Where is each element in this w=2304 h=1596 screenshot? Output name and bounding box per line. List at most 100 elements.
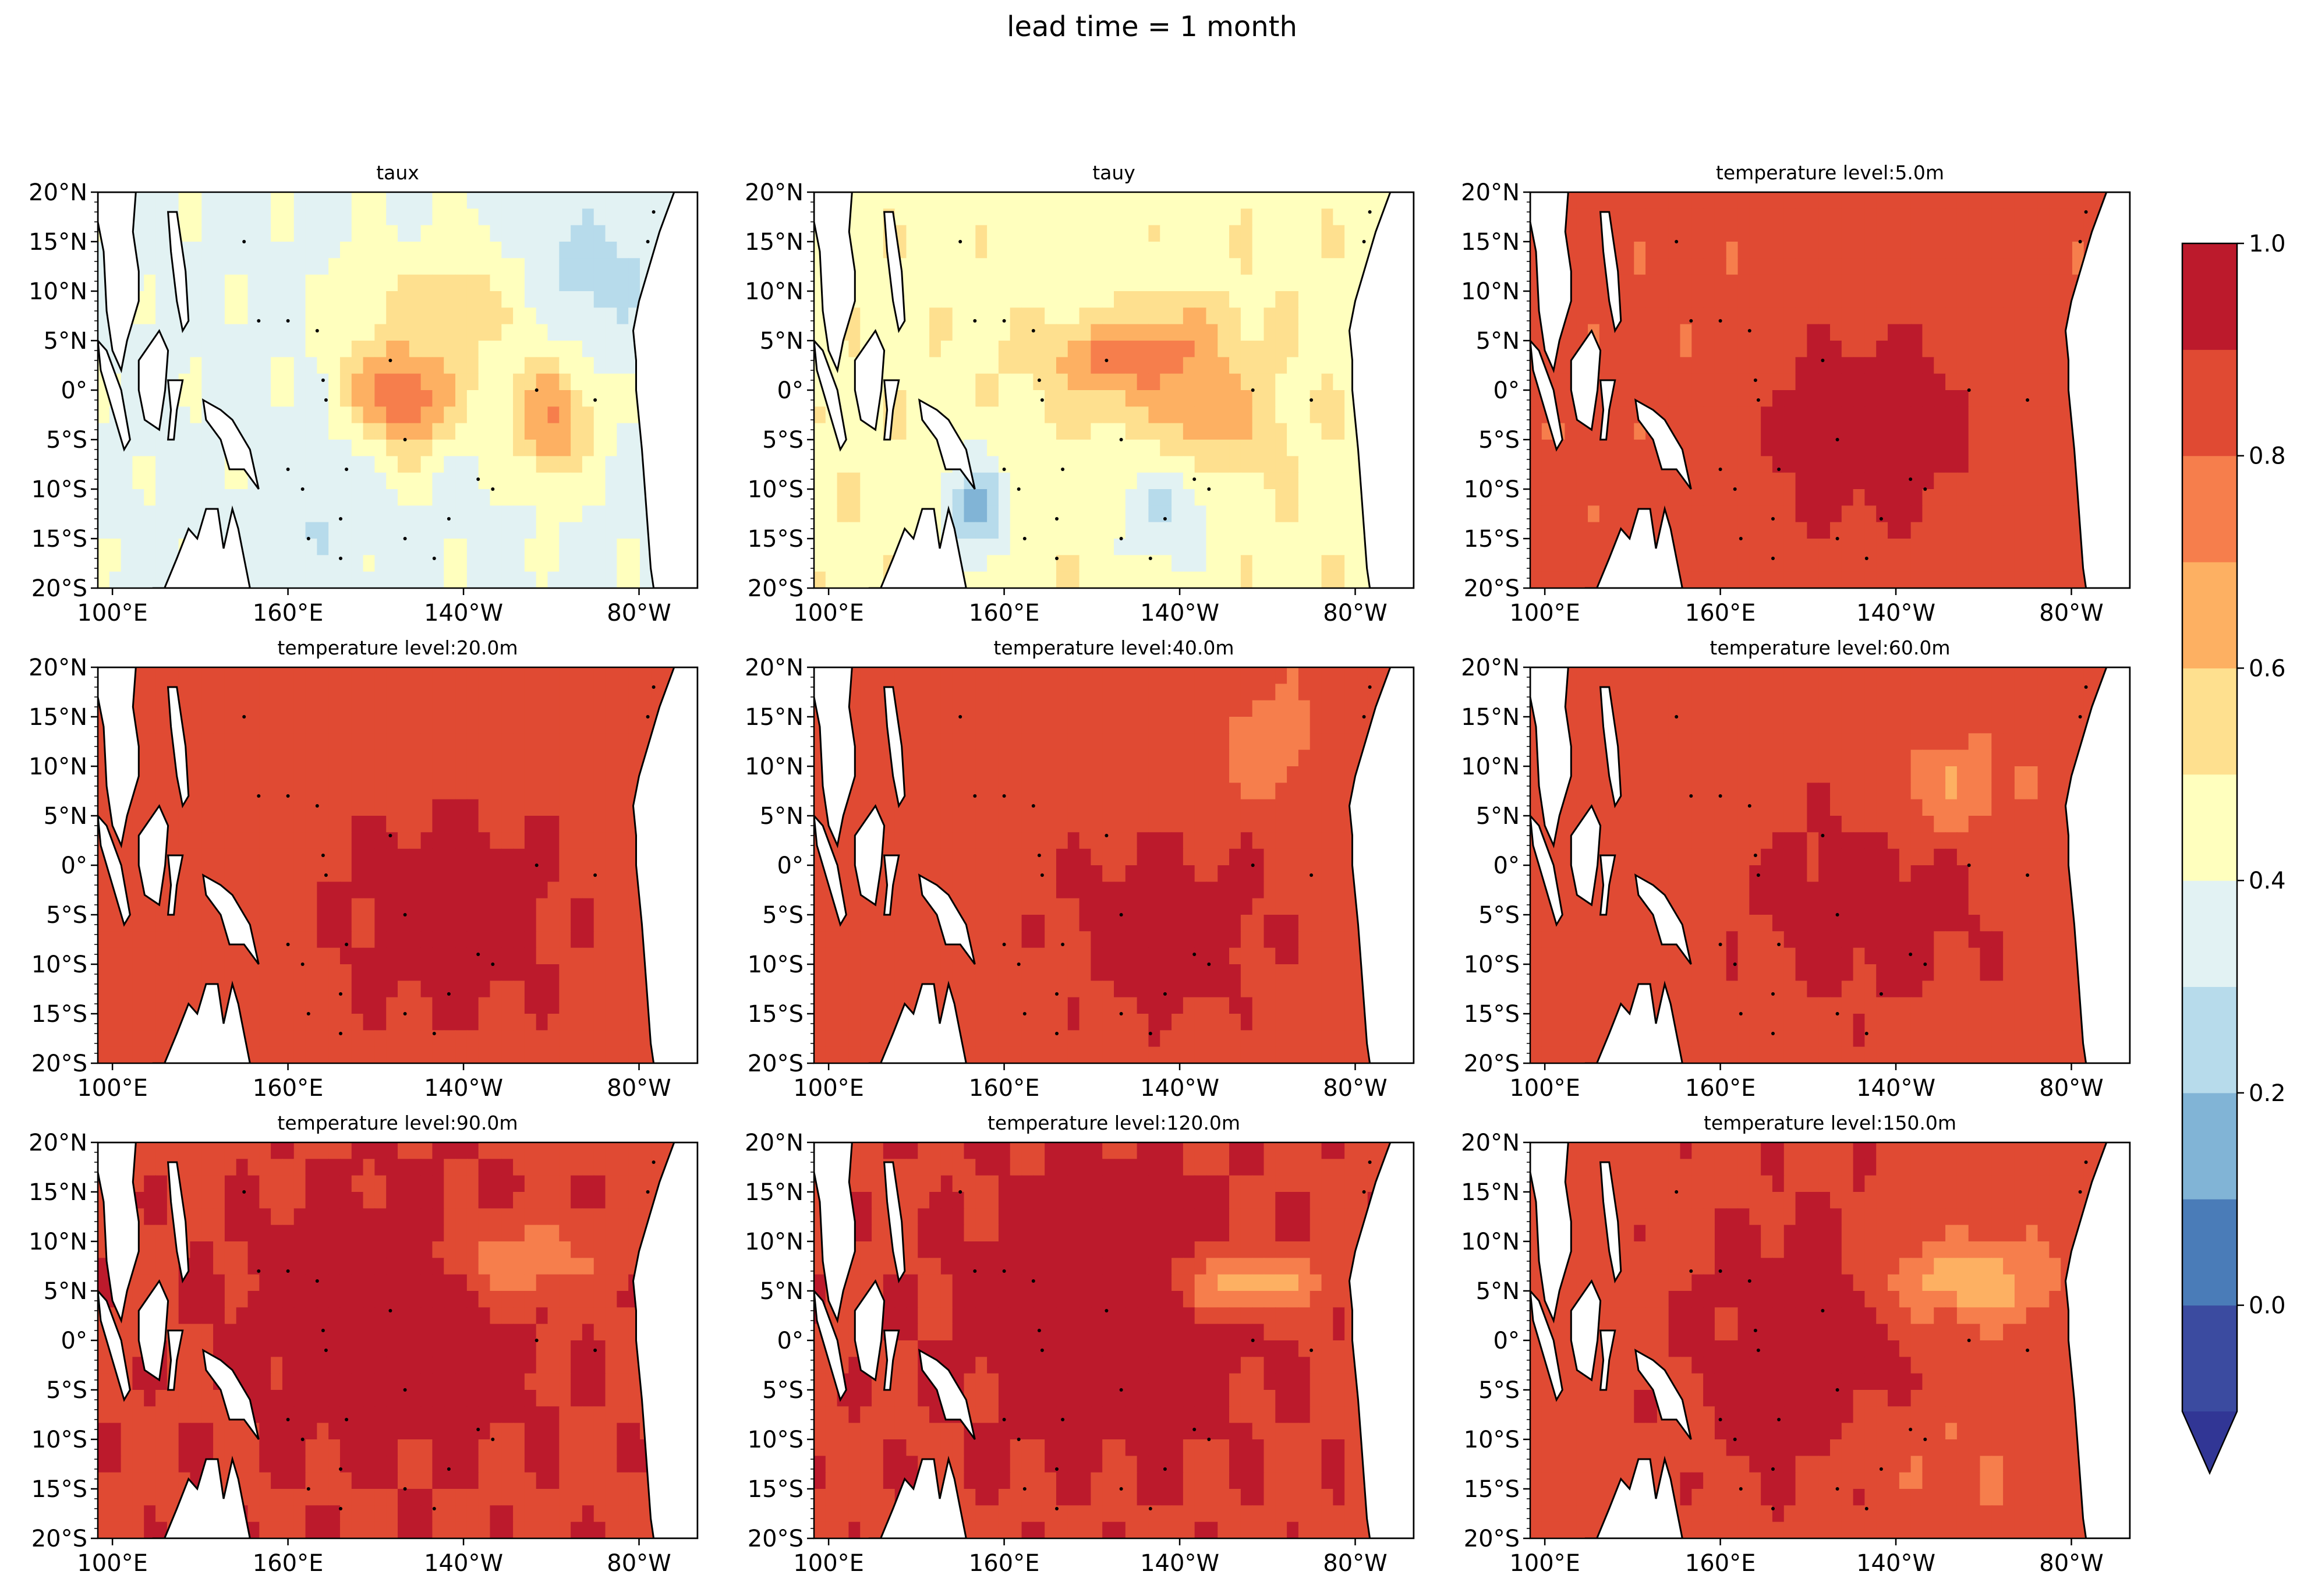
contour-cell bbox=[2014, 274, 2027, 292]
contour-cell bbox=[374, 882, 387, 899]
contour-cell bbox=[524, 766, 537, 784]
contour-cell bbox=[559, 749, 571, 767]
contour-cell bbox=[374, 456, 387, 473]
contour-cell bbox=[409, 931, 422, 949]
contour-cell bbox=[213, 783, 225, 800]
contour-cell bbox=[317, 456, 329, 473]
contour-cell bbox=[1899, 522, 1912, 539]
contour-cell bbox=[582, 882, 594, 899]
contour-cell bbox=[409, 766, 422, 784]
contour-cell bbox=[328, 749, 341, 767]
contour-cell bbox=[1079, 472, 1092, 490]
contour-cell bbox=[293, 749, 306, 767]
contour-cell bbox=[1067, 225, 1080, 242]
contour-cell bbox=[386, 522, 398, 539]
contour-cell bbox=[490, 733, 502, 751]
contour-cell bbox=[593, 341, 606, 358]
contour-cell bbox=[1807, 225, 1819, 242]
contour-cell bbox=[547, 208, 560, 226]
contour-cell bbox=[1240, 225, 1253, 242]
contour-cell bbox=[883, 307, 896, 325]
contour-cell bbox=[1033, 274, 1045, 292]
contour-cell bbox=[617, 684, 629, 701]
contour-cell bbox=[1033, 423, 1045, 440]
contour-cell bbox=[386, 274, 398, 292]
contour-cell bbox=[1737, 225, 1750, 242]
contour-cell bbox=[1541, 472, 1554, 490]
contour-cell bbox=[455, 472, 468, 490]
contour-cell bbox=[213, 357, 225, 374]
contour-cell bbox=[1102, 489, 1114, 507]
contour-cell bbox=[2026, 571, 2038, 588]
contour-cell bbox=[918, 258, 930, 275]
contour-cell bbox=[293, 357, 306, 374]
contour-cell bbox=[605, 799, 618, 816]
contour-cell bbox=[617, 717, 629, 734]
contour-cell bbox=[1194, 440, 1207, 457]
contour-cell bbox=[2061, 258, 2073, 275]
contour-cell bbox=[1206, 258, 1219, 275]
contour-cell bbox=[1714, 406, 1727, 424]
contour-cell bbox=[1899, 539, 1912, 556]
island-dot bbox=[339, 517, 342, 521]
contour-cell bbox=[1367, 192, 1380, 210]
contour-cell bbox=[582, 539, 594, 556]
contour-cell bbox=[398, 667, 410, 685]
contour-cell bbox=[1956, 242, 1969, 259]
contour-cell bbox=[167, 324, 179, 341]
contour-cell bbox=[363, 242, 376, 259]
contour-cell bbox=[432, 192, 445, 210]
contour-cell bbox=[536, 915, 548, 932]
contour-cell bbox=[455, 882, 468, 899]
contour-cell bbox=[2003, 456, 2015, 473]
contour-cell bbox=[628, 667, 640, 685]
contour-cell bbox=[1645, 225, 1658, 242]
contour-cell bbox=[293, 192, 306, 210]
contour-cell bbox=[547, 274, 560, 292]
contour-cell bbox=[1102, 456, 1114, 473]
contour-cell bbox=[144, 258, 156, 275]
contour-cell bbox=[1287, 505, 1299, 523]
contour-cell bbox=[1956, 357, 1969, 374]
contour-cell bbox=[593, 423, 606, 440]
contour-cell bbox=[2003, 555, 2015, 572]
contour-cell bbox=[1657, 274, 1669, 292]
contour-cell bbox=[2049, 522, 2061, 539]
lat-tick-label: 15°N bbox=[1461, 229, 1520, 256]
contour-cell bbox=[1876, 390, 1888, 408]
contour-cell bbox=[617, 192, 629, 210]
contour-cell bbox=[1194, 522, 1207, 539]
contour-cell bbox=[1275, 357, 1287, 374]
contour-cell bbox=[363, 489, 376, 507]
contour-cell bbox=[444, 357, 456, 374]
contour-cell bbox=[178, 865, 191, 883]
contour-cell bbox=[1021, 489, 1034, 507]
contour-cell bbox=[1888, 307, 1900, 325]
island-dot bbox=[1022, 537, 1027, 540]
lon-tick-label: 160°E bbox=[253, 600, 324, 627]
contour-cell bbox=[1818, 423, 1831, 440]
contour-cell bbox=[952, 373, 965, 391]
contour-cell bbox=[466, 440, 479, 457]
contour-cell bbox=[1737, 208, 1750, 226]
contour-cell bbox=[247, 291, 260, 309]
contour-cell bbox=[1310, 258, 1322, 275]
contour-cell bbox=[605, 766, 618, 784]
contour-cell bbox=[1079, 555, 1092, 572]
contour-cell bbox=[1830, 242, 1842, 259]
contour-cell bbox=[559, 357, 571, 374]
contour-cell bbox=[339, 242, 352, 259]
contour-cell bbox=[964, 242, 976, 259]
contour-cell bbox=[1864, 390, 1877, 408]
contour-cell bbox=[617, 208, 629, 226]
island-dot bbox=[388, 359, 392, 362]
contour-cell bbox=[1172, 423, 1184, 440]
contour-cell bbox=[339, 291, 352, 309]
contour-cell bbox=[374, 423, 387, 440]
contour-cell bbox=[1599, 307, 1612, 325]
contour-cell bbox=[374, 898, 387, 915]
contour-cell bbox=[1045, 291, 1057, 309]
contour-cell bbox=[1172, 291, 1184, 309]
contour-cell bbox=[155, 242, 168, 259]
contour-cell bbox=[466, 783, 479, 800]
